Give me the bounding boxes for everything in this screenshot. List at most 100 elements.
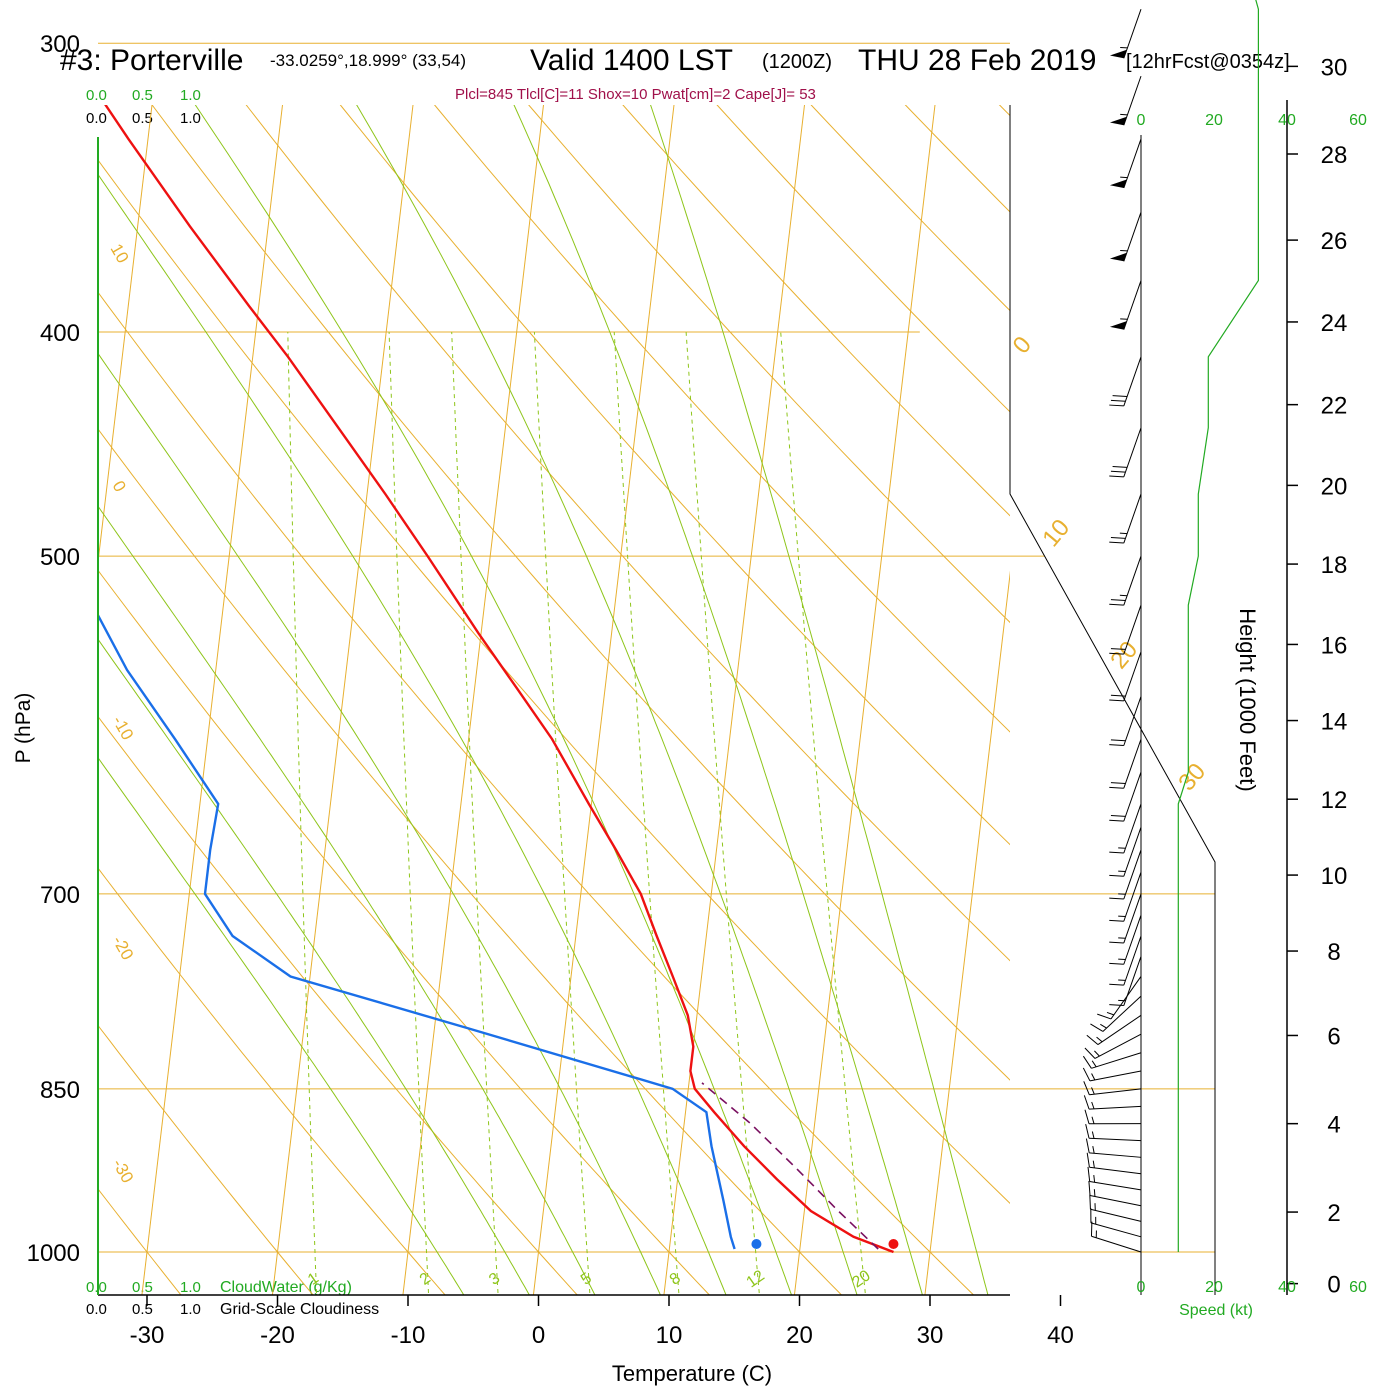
- cloudiness-scale-bottom: 0.0 0.5 1.0 Grid-Scale Cloudiness: [86, 1301, 379, 1318]
- pressure-tick-label: 700: [40, 882, 80, 909]
- wind-barb-half-feather: [1091, 1073, 1096, 1081]
- moist-adiabat: [98, 505, 596, 1295]
- dry-adiabat: [433, 105, 1010, 733]
- wind-speed-tick: 40: [1278, 1279, 1296, 1296]
- moist-adiabat-label: 0: [1008, 331, 1037, 359]
- isotherm: [663, 105, 805, 1295]
- wind-barb: [1084, 1109, 1142, 1125]
- wind-panel-boundary: [1009, 105, 1216, 1295]
- wind-barb-half-feather: [1096, 1036, 1103, 1043]
- cloudiness-tick: 1.0: [180, 110, 201, 127]
- wind-barb-half-feather: [1093, 1189, 1096, 1197]
- wind-barb-feather: [1109, 786, 1124, 789]
- cloudiness-tick: 0.5: [132, 1301, 153, 1318]
- dry-adiabat: [98, 1188, 182, 1295]
- wind-barb: [1082, 1067, 1142, 1082]
- wind-barb-shaft: [1091, 1235, 1142, 1253]
- dry-adiabat-label: -30: [109, 1156, 138, 1187]
- mixing-ratio-line: [388, 331, 430, 1295]
- dry-adiabat: [98, 291, 975, 1295]
- wind-barb: [1109, 356, 1142, 407]
- wind-barb-half-feather: [1093, 1174, 1096, 1183]
- height-tick-label: 24: [1321, 310, 1348, 337]
- parcel-profile: [701, 1082, 879, 1250]
- dry-adiabat-label: 10: [107, 241, 133, 267]
- dry-adiabat: [904, 105, 1010, 213]
- pressure-tick-label: 500: [40, 544, 80, 571]
- wind-barb: [1109, 849, 1142, 900]
- wind-speed-tick: 60: [1349, 1279, 1367, 1296]
- wind-barb-feather: [1089, 1194, 1091, 1210]
- wind-barb-feather: [1086, 1152, 1090, 1168]
- wind-barb-feather: [1110, 599, 1126, 601]
- height-tick-label: 16: [1321, 632, 1348, 659]
- wind-barb: [1109, 771, 1142, 822]
- wind-barb-shaft: [1089, 1088, 1142, 1096]
- wind-barb: [1109, 75, 1142, 126]
- wind-speed-tick: 0: [1137, 1279, 1146, 1296]
- wind-barb: [1109, 871, 1142, 922]
- wind-barb-feather: [1109, 603, 1124, 606]
- wind-barb-shaft: [1123, 871, 1142, 922]
- mixing-ratio-line: [685, 331, 760, 1295]
- wind-barb-feather: [1109, 919, 1124, 922]
- wind-barb-shaft: [1123, 803, 1142, 854]
- wind-barb: [1109, 803, 1142, 854]
- dry-adiabat: [98, 159, 1010, 1204]
- dry-adiabat: [98, 1024, 314, 1295]
- dry-adiabat: [98, 569, 711, 1295]
- wind-barb-feather: [1087, 1166, 1091, 1182]
- mixing-ratio-label: 8: [667, 1270, 684, 1289]
- isotherm: [532, 105, 675, 1295]
- wind-barb-feather: [1082, 1067, 1091, 1082]
- wind-barb: [1083, 1081, 1142, 1096]
- height-tick-label: 8: [1327, 939, 1340, 966]
- moist-adiabat: [513, 105, 923, 1295]
- dry-adiabat-label: 0: [109, 478, 130, 496]
- wind-barb-feather: [1083, 1081, 1090, 1095]
- wind-speed-scale-bottom: 0 20 40 60 Speed (kt): [1137, 1279, 1367, 1319]
- wind-barb-half-feather: [1091, 1131, 1095, 1139]
- isotherm: [271, 105, 414, 1295]
- mixing-ratio-label: 3: [486, 1270, 503, 1289]
- cloudwater-label: CloudWater (g/Kg): [220, 1279, 352, 1296]
- wind-barb-half-feather: [1091, 1116, 1095, 1124]
- wind-barb: [1088, 1180, 1142, 1207]
- wind-speed-tick: 0: [1137, 112, 1146, 129]
- height-tick-label: 22: [1321, 393, 1348, 420]
- stability-indices: Plcl=845 Tlcl[C]=11 Shox=10 Pwat[cm]=2 C…: [455, 86, 816, 103]
- cloudiness-tick: 1.0: [180, 1301, 201, 1318]
- wind-barb-feather: [1110, 648, 1126, 650]
- isotherm: [98, 105, 153, 567]
- temperature-tick-label: 0: [532, 1322, 545, 1349]
- moist-adiabat-lines: [98, 105, 989, 1295]
- wind-barb-feather: [1110, 739, 1126, 742]
- isotherm: [793, 105, 936, 1295]
- height-tick-label: 30: [1321, 54, 1348, 81]
- temperature-tick-label: 20: [786, 1322, 813, 1349]
- height-tick-label: 6: [1327, 1023, 1340, 1050]
- dry-adiabat: [528, 105, 1010, 624]
- wind-barb-half-feather: [1106, 1011, 1115, 1016]
- wind-barb-feather: [1085, 1124, 1090, 1139]
- wind-barb: [1089, 1194, 1142, 1222]
- wind-barb: [1109, 212, 1142, 262]
- cloudwater-tick: 0.0: [86, 87, 107, 104]
- surface-temperature-point: [888, 1239, 899, 1249]
- wind-barb-shaft: [1123, 893, 1142, 944]
- wind-barb-pennant: [1109, 252, 1127, 262]
- dry-adiabat: [98, 867, 446, 1295]
- dry-adiabat: [716, 105, 1010, 413]
- pressure-tick-label: 400: [40, 320, 80, 347]
- mixing-ratio-line: [287, 331, 318, 1295]
- wind-barb-feather: [1110, 815, 1126, 817]
- wind-barb: [1109, 138, 1142, 189]
- wind-barb: [1109, 893, 1142, 944]
- height-tick-label: 4: [1327, 1112, 1340, 1139]
- dry-adiabat-lines: [98, 105, 1010, 1295]
- wind-barb-shaft: [1091, 1052, 1142, 1069]
- mixing-ratio-label: 5: [578, 1270, 595, 1289]
- height-tick-label: 0: [1327, 1272, 1340, 1299]
- wind-barbs: [1082, 9, 1142, 1253]
